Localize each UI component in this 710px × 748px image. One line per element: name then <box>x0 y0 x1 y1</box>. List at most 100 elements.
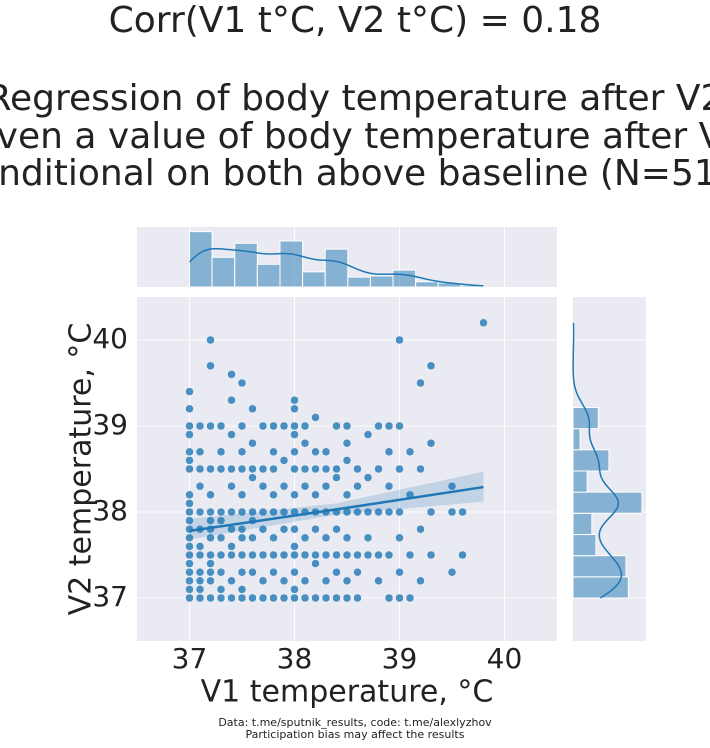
scatter-point <box>269 464 278 474</box>
scatter-point <box>206 593 215 603</box>
scatter-point <box>227 550 236 560</box>
scatter-point <box>195 568 205 577</box>
scatter-point <box>206 559 215 568</box>
scatter-point <box>227 430 236 439</box>
scatter-point <box>300 439 310 448</box>
scatter-point <box>237 507 247 517</box>
y-tick-label: 38 <box>92 494 128 527</box>
scatter-point <box>342 439 352 448</box>
scatter-point <box>269 447 278 456</box>
scatter-point <box>311 413 320 422</box>
scatter-point <box>227 542 236 551</box>
scatter-point <box>185 516 194 525</box>
scatter-point <box>332 421 341 431</box>
scatter-point <box>321 550 331 560</box>
scatter-point <box>332 568 341 577</box>
scatter-point <box>195 576 205 585</box>
scatter-point <box>332 525 341 534</box>
scatter-point <box>374 421 383 431</box>
scatter-point <box>395 335 404 345</box>
scatter-point <box>311 464 320 474</box>
scatter-point <box>269 593 278 603</box>
x-tick-label: 37 <box>172 642 208 675</box>
kde-curve <box>572 322 623 599</box>
scatter-point <box>311 593 320 603</box>
scatter-point <box>195 593 205 603</box>
scatter-point <box>237 550 247 560</box>
scatter-point <box>227 593 236 603</box>
scatter-point <box>279 525 289 534</box>
scatter-point <box>185 550 194 560</box>
scatter-point <box>384 593 394 603</box>
scatter-point <box>269 533 278 542</box>
scatter-point <box>290 430 299 439</box>
scatter-point <box>342 533 352 542</box>
scatter-point <box>395 421 404 431</box>
scatter-point <box>374 464 383 474</box>
scatter-point <box>321 482 331 491</box>
scatter-point <box>426 550 436 560</box>
scatter-point <box>353 507 362 517</box>
scatter-point <box>216 533 226 542</box>
scatter-point <box>227 482 236 491</box>
scatter-point <box>185 490 194 499</box>
scatter-point <box>195 542 205 551</box>
scatter-point <box>395 593 404 603</box>
scatter-point <box>342 490 352 499</box>
scatter-point <box>321 447 331 456</box>
histogram-bar <box>256 263 281 288</box>
histogram-bar <box>572 534 597 557</box>
scatter-point <box>237 490 247 499</box>
scatter-point <box>395 533 404 542</box>
scatter-point <box>300 593 310 603</box>
scatter-point <box>332 464 341 474</box>
scatter-point <box>258 593 268 603</box>
scatter-point <box>395 568 404 577</box>
scatter-point <box>227 396 236 405</box>
scatter-point <box>395 507 404 517</box>
scatter-point <box>363 507 373 517</box>
scatter-point <box>237 568 247 577</box>
scatter-point <box>216 507 226 517</box>
scatter-point <box>416 576 425 585</box>
scatter-point <box>300 533 310 542</box>
scatter-point <box>384 447 394 456</box>
scatter-point <box>195 585 205 594</box>
histogram-bar <box>572 407 599 430</box>
scatter-point <box>321 576 331 585</box>
histogram-bar <box>211 256 236 288</box>
scatter-point <box>300 464 310 474</box>
scatter-point <box>363 550 373 560</box>
y-tick-label: 39 <box>92 408 128 441</box>
scatter-point <box>227 464 236 474</box>
scatter-point <box>216 550 226 560</box>
scatter-point <box>447 507 457 517</box>
scatter-point <box>185 499 194 508</box>
scatter-point <box>279 576 289 585</box>
scatter-point <box>195 482 205 491</box>
scatter-point <box>206 576 215 585</box>
scatter-point <box>248 568 257 577</box>
scatter-point <box>237 421 247 431</box>
scatter-point <box>300 482 310 491</box>
scatter-point <box>342 593 352 603</box>
scatter-point <box>353 550 362 560</box>
scatter-point <box>185 447 194 456</box>
scatter-point <box>258 507 268 517</box>
scatter-point <box>384 507 394 517</box>
scatter-point <box>342 550 352 560</box>
footnote: Participation bias may affect the result… <box>246 728 465 741</box>
scatter-point <box>237 525 247 534</box>
scatter-point <box>206 335 215 345</box>
scatter-point <box>185 430 194 439</box>
scatter-point <box>258 550 268 560</box>
scatter-point <box>216 593 226 603</box>
scatter-point <box>185 568 194 577</box>
scatter-point <box>321 533 331 542</box>
chart-subtitle: conditional on both above baseline (N=51… <box>0 153 710 194</box>
scatter-point <box>185 421 194 431</box>
scatter-point <box>185 542 194 551</box>
scatter-point <box>279 593 289 603</box>
scatter-point <box>374 507 383 517</box>
scatter-point <box>290 490 299 499</box>
